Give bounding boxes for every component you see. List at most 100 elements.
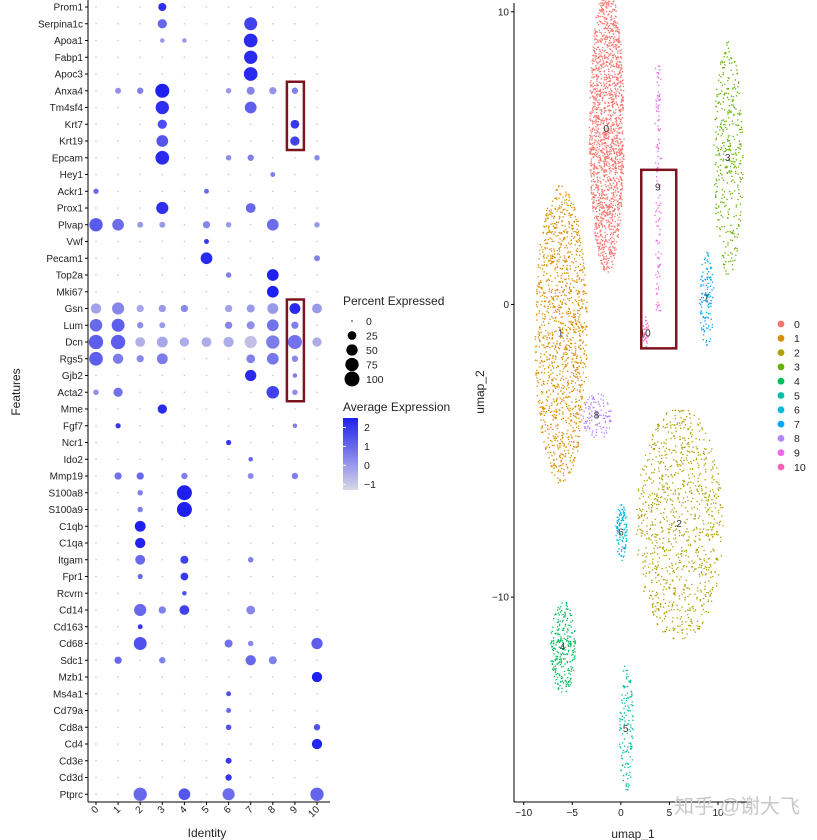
- cell-point: [715, 493, 717, 495]
- cluster-label-5: 5: [200, 804, 212, 816]
- cell-point: [555, 226, 557, 229]
- cell-point: [581, 307, 584, 309]
- cell-point: [612, 148, 614, 150]
- cell-point: [602, 117, 604, 119]
- cell-point: [590, 172, 592, 174]
- cell-point: [606, 165, 608, 167]
- cell-point: [686, 416, 688, 418]
- dot-ptprc-c3: [161, 793, 164, 796]
- cell-point: [615, 39, 617, 42]
- cell-point: [591, 92, 593, 94]
- cell-point: [610, 90, 612, 92]
- cell-point: [716, 533, 718, 535]
- cell-point: [547, 311, 549, 314]
- cell-point: [666, 424, 668, 426]
- cell-point: [732, 230, 735, 232]
- cell-point: [561, 220, 563, 222]
- cell-point: [607, 109, 609, 111]
- cell-point: [736, 91, 738, 93]
- cell-point: [600, 224, 603, 226]
- cell-point: [671, 603, 673, 605]
- cell-point: [574, 361, 576, 363]
- cell-point: [621, 147, 623, 149]
- cell-point: [604, 1, 607, 3]
- cell-point: [584, 328, 586, 330]
- cell-point: [597, 172, 599, 174]
- cell-point: [574, 330, 576, 333]
- cell-point: [552, 419, 554, 421]
- cell-point: [612, 214, 614, 216]
- cell-point: [615, 127, 617, 130]
- cell-point: [613, 163, 615, 165]
- cell-point: [716, 170, 718, 172]
- cell-point: [593, 116, 595, 118]
- cell-point: [607, 262, 609, 264]
- cell-point: [696, 508, 699, 510]
- cell-point: [553, 444, 555, 446]
- cell-point: [553, 464, 555, 466]
- cell-point: [611, 240, 613, 242]
- cell-point: [580, 348, 582, 350]
- cell-point: [610, 125, 612, 128]
- cell-point: [662, 475, 664, 478]
- dot-apoa1-c2: [139, 39, 141, 42]
- cell-point: [608, 226, 610, 228]
- cell-point: [572, 354, 575, 356]
- cell-point: [618, 131, 620, 134]
- cell-point: [604, 107, 606, 109]
- cell-point: [652, 606, 654, 608]
- cell-point: [656, 616, 658, 618]
- cell-point: [614, 196, 616, 198]
- cell-point: [674, 587, 677, 589]
- cell-point: [674, 516, 676, 518]
- cell-point: [574, 457, 576, 459]
- cell-point: [687, 616, 690, 619]
- cell-point: [547, 425, 549, 427]
- cell-point: [639, 528, 641, 530]
- cell-point: [608, 168, 610, 170]
- cell-point: [558, 218, 561, 220]
- cell-point: [608, 267, 611, 269]
- cell-point: [603, 206, 605, 209]
- cell-point: [599, 201, 601, 204]
- cell-point: [555, 409, 557, 411]
- cluster-label-2: 2: [134, 804, 146, 816]
- cell-point: [661, 488, 663, 491]
- cell-point: [690, 481, 692, 483]
- cell-point: [558, 469, 560, 471]
- dot-plvap-c10: [314, 222, 320, 228]
- cell-point: [606, 177, 608, 179]
- cell-point: [612, 220, 614, 222]
- cell-point: [563, 399, 565, 402]
- cell-point: [612, 30, 614, 32]
- cell-point: [547, 231, 549, 233]
- dot-gjb2-c9: [292, 373, 298, 378]
- cell-point: [572, 372, 575, 375]
- cell-point: [655, 536, 657, 538]
- cell-point: [603, 174, 605, 176]
- cell-point: [609, 199, 611, 202]
- cell-point: [602, 192, 604, 194]
- cell-point: [573, 221, 575, 223]
- cell-point: [548, 259, 550, 261]
- cluster-label-8: 8: [266, 804, 278, 816]
- cell-point: [561, 387, 563, 389]
- dot-c1qb-c3: [161, 525, 164, 528]
- cell-point: [561, 440, 563, 442]
- cell-point: [553, 320, 556, 322]
- cell-point: [657, 602, 659, 604]
- dot-mme-c7: [249, 408, 252, 410]
- dot-s100a9-c7: [249, 508, 252, 511]
- dot-fabp1-c2: [139, 56, 141, 59]
- cell-point: [553, 410, 555, 412]
- cell-point: [535, 374, 537, 376]
- cell-point: [597, 135, 600, 137]
- cell-point: [612, 42, 615, 44]
- cell-point: [576, 240, 578, 242]
- cell-point: [540, 419, 542, 421]
- cell-point: [657, 426, 659, 428]
- cell-point: [555, 356, 557, 358]
- cell-point: [579, 384, 581, 386]
- cell-point: [534, 338, 536, 340]
- cell-point: [591, 153, 594, 155]
